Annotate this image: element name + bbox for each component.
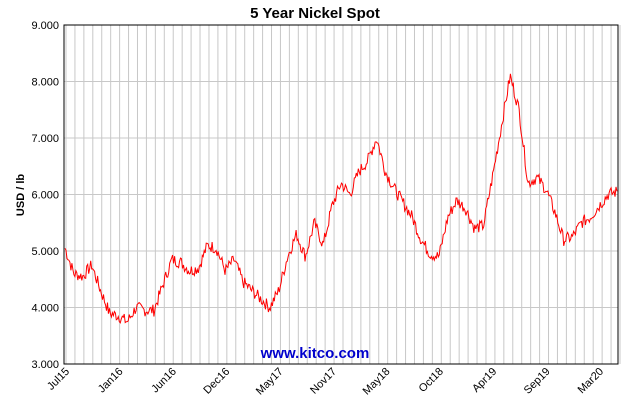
x-tick-label: Apr19: [470, 366, 499, 395]
x-tick-label: May18: [361, 366, 393, 398]
y-tick-label: 6.000: [31, 190, 59, 202]
y-tick-label: 9.000: [31, 20, 59, 32]
y-tick-label: 8.000: [31, 77, 59, 89]
watermark-link[interactable]: www.kitco.com: [260, 345, 370, 362]
x-tick-label: Sep19: [522, 366, 553, 397]
chart-title: 5 Year Nickel Spot: [250, 5, 380, 22]
y-axis-ticks: 3.000 4.000 5.000 6.000 7.000 8.000 9.000: [31, 20, 59, 371]
x-axis-ticks: Jul15 Jan16 Jun16 Dec16 May17 Nov17 May18 Oct18…: [45, 366, 606, 398]
x-tick-label: Oct18: [417, 366, 446, 395]
y-tick-label: 4.000: [31, 303, 59, 315]
plot-frame: [63, 24, 619, 365]
y-tick-label: 7.000: [31, 133, 59, 145]
x-tick-label: Jun16: [149, 366, 179, 396]
y-tick-label: 3.000: [31, 359, 59, 371]
x-tick-label: Nov17: [308, 366, 339, 397]
x-tick-label: Dec16: [201, 366, 232, 397]
series-line-nickel: [64, 73, 618, 324]
y-tick-label: 5.000: [31, 246, 59, 258]
x-tick-label: Jan16: [96, 366, 126, 396]
x-tick-label: Mar20: [576, 366, 607, 397]
x-tick-label: May17: [254, 366, 286, 398]
chart-grid: [64, 24, 621, 365]
y-axis-label: USD / lb: [15, 174, 27, 216]
